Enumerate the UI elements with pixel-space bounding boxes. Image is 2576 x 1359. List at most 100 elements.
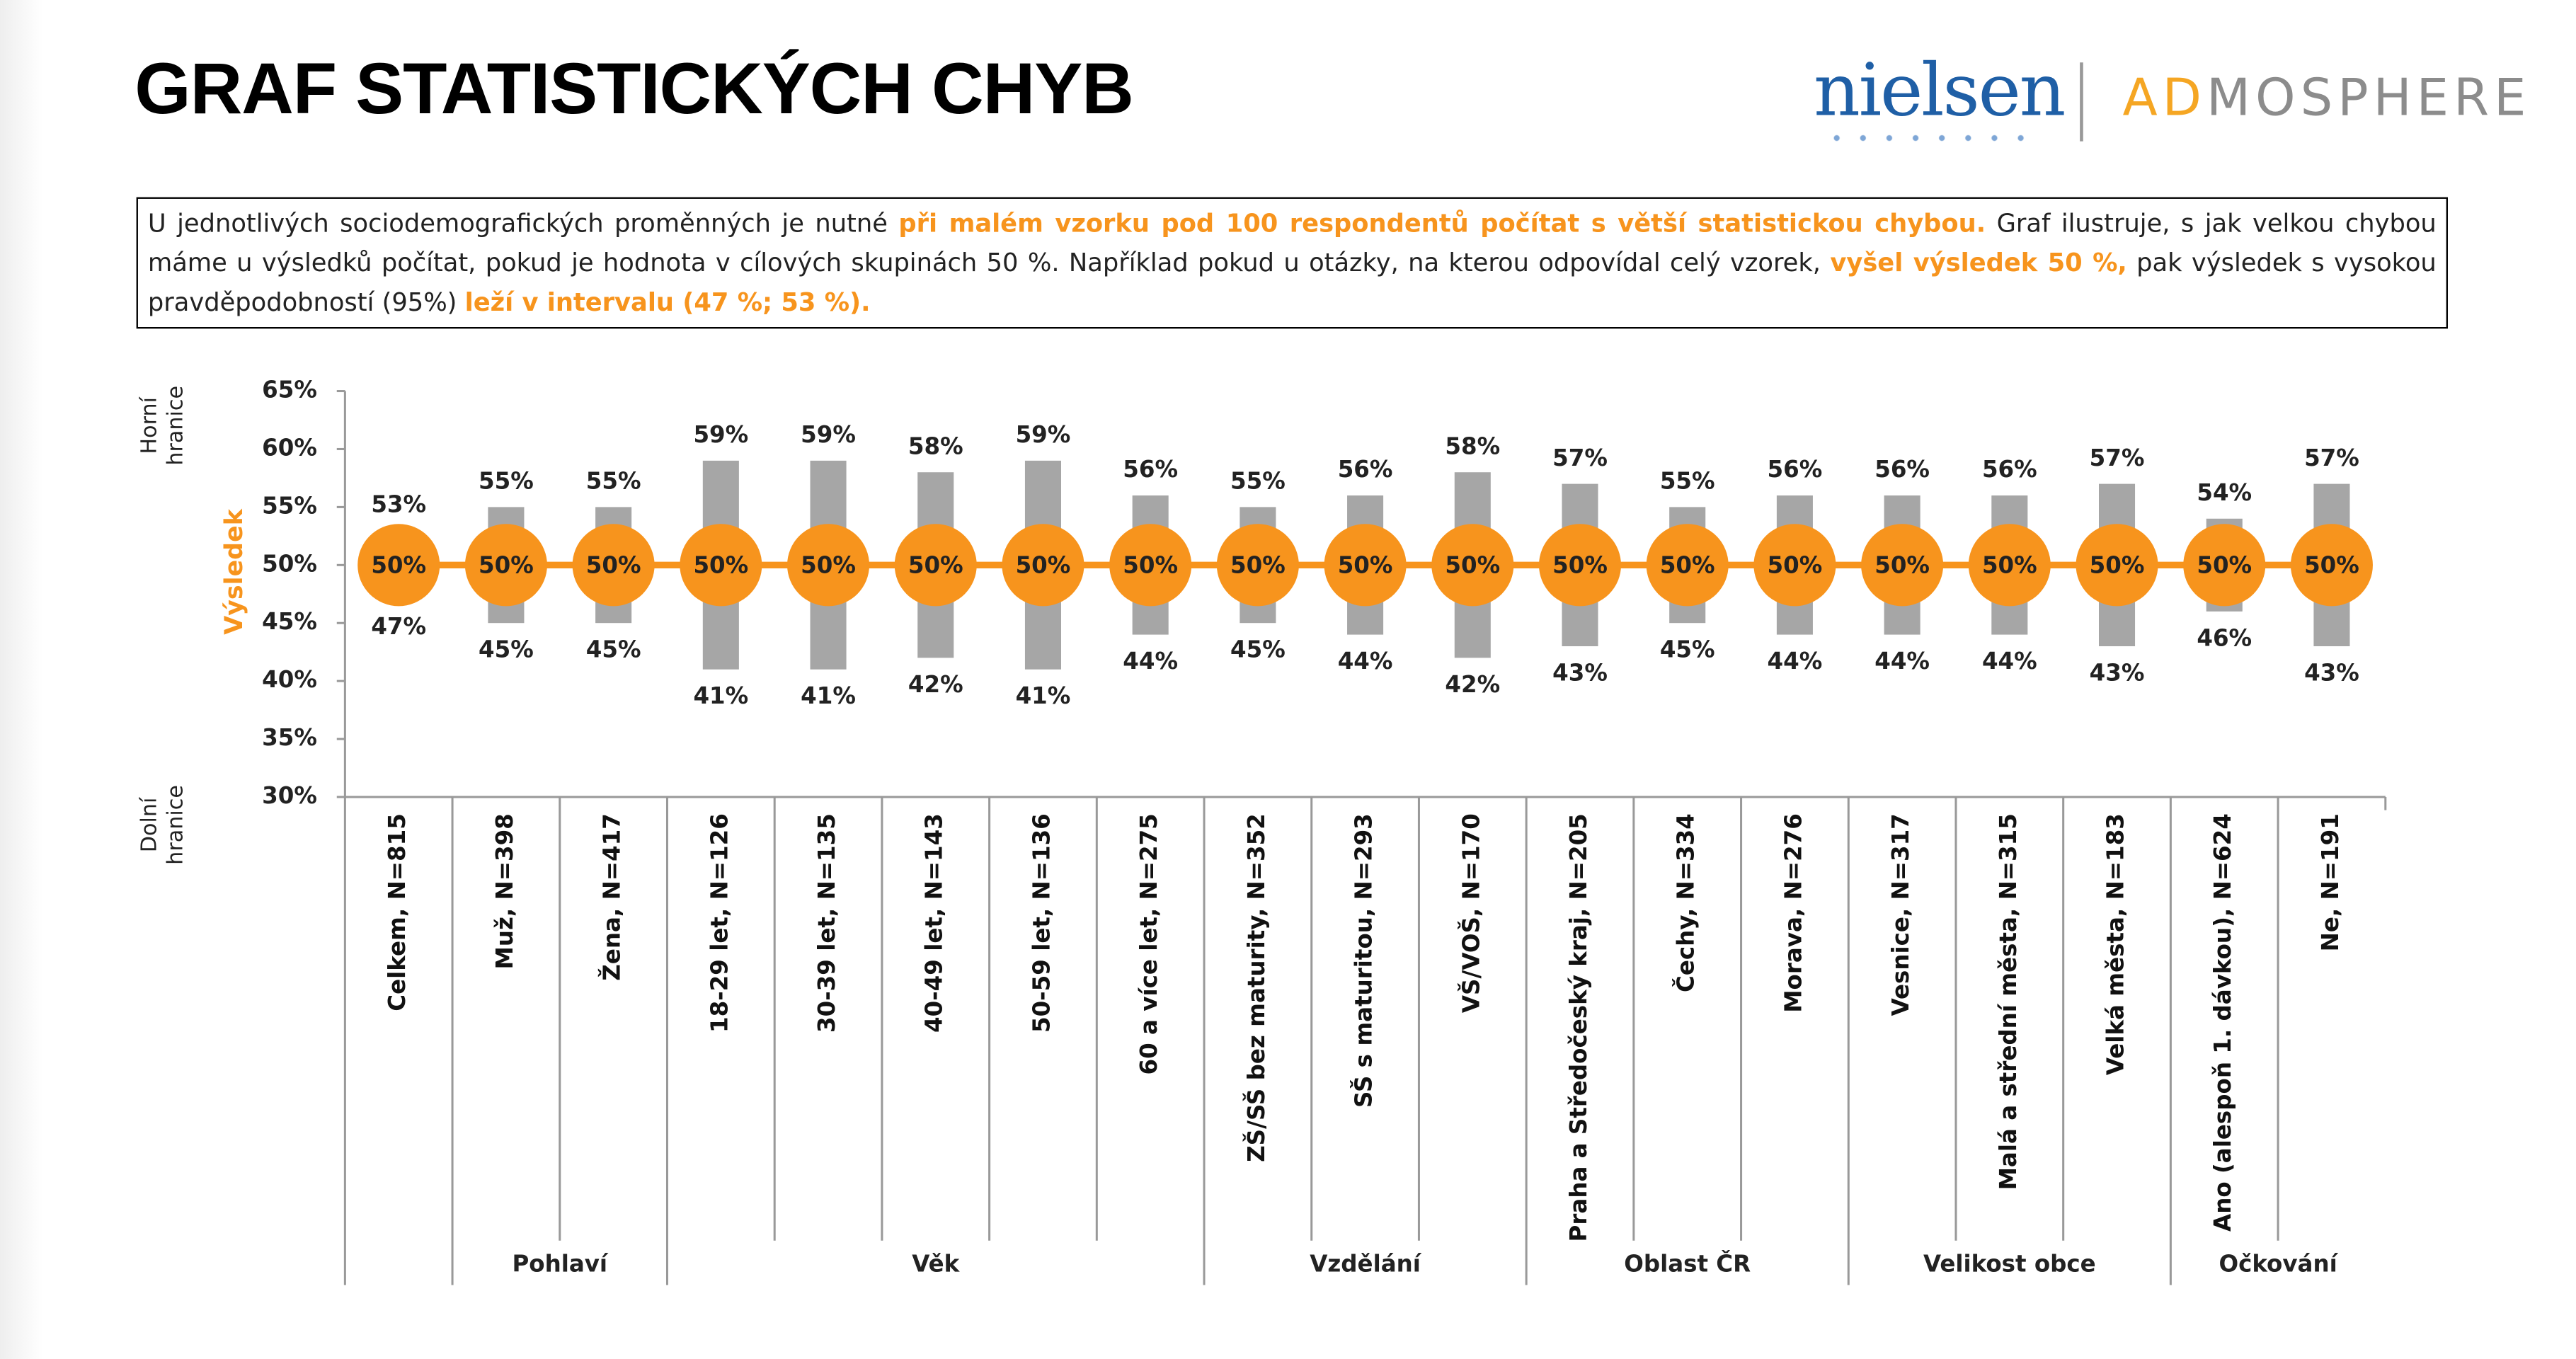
- x-tick-label: Žena, N=417: [599, 813, 626, 981]
- upper-label: 55%: [1230, 468, 1286, 495]
- upper-label: 57%: [2090, 445, 2145, 471]
- y-tick-label: 65%: [262, 377, 317, 403]
- lower-label: 42%: [1445, 671, 1500, 698]
- lower-label: 45%: [1660, 636, 1715, 663]
- logo-dots: [1824, 134, 2037, 142]
- lower-label: 46%: [2197, 624, 2252, 651]
- result-marker: [1646, 524, 1729, 607]
- upper-label: 59%: [801, 421, 856, 448]
- y-tick-label: 60%: [262, 434, 317, 461]
- lower-label: 44%: [1338, 648, 1393, 675]
- result-marker: [2290, 524, 2373, 607]
- result-marker: [1002, 524, 1084, 607]
- upper-label: 55%: [1660, 468, 1715, 495]
- note-highlight: leží v intervalu (47 %; 53 %).: [464, 287, 871, 318]
- result-label: 50%: [801, 552, 856, 579]
- logo-accent: AD: [2122, 69, 2207, 129]
- result-label: 50%: [693, 552, 748, 579]
- x-tick-label: 50-59 let, N=136: [1028, 813, 1055, 1033]
- lower-label: 43%: [2090, 659, 2145, 686]
- lower-label: 43%: [1552, 659, 1608, 686]
- x-tick-label: Ne, N=191: [2317, 813, 2344, 951]
- result-marker: [894, 524, 977, 607]
- y-tick-label: 55%: [262, 492, 317, 519]
- result-label: 50%: [1660, 552, 1715, 579]
- result-marker: [1861, 524, 1944, 607]
- result-marker: [680, 524, 762, 607]
- x-tick-label: Praha a Středočeský kraj, N=205: [1565, 813, 1592, 1242]
- lower-label: 45%: [1230, 636, 1286, 663]
- upper-label: 56%: [1982, 456, 2037, 483]
- result-label: 50%: [1982, 552, 2037, 579]
- upper-label: 56%: [1338, 456, 1393, 483]
- result-label: 50%: [1230, 552, 1286, 579]
- result-label: 50%: [2304, 552, 2359, 579]
- upper-label: 58%: [908, 432, 963, 459]
- note-highlight: vyšel výsledek 50 %,: [1830, 248, 2127, 278]
- x-tick-label: Morava, N=276: [1780, 813, 1807, 1013]
- logo-separator: [2080, 62, 2083, 142]
- group-label: Vzdělání: [1310, 1251, 1421, 1278]
- result-label: 50%: [586, 552, 641, 579]
- result-label: 50%: [908, 552, 963, 579]
- lower-label: 45%: [479, 636, 534, 663]
- group-label: Velikost obce: [1923, 1251, 2096, 1278]
- upper-label: 59%: [693, 421, 748, 448]
- x-tick-label: Malá a střední města, N=315: [1995, 813, 2022, 1190]
- upper-label: 57%: [2304, 445, 2359, 471]
- y-tick-label: 30%: [262, 782, 317, 809]
- result-label: 50%: [1874, 552, 1930, 579]
- result-marker: [2076, 524, 2158, 607]
- lower-label: 43%: [2304, 659, 2359, 686]
- logo-nielsen: nielsen: [1814, 49, 2066, 134]
- x-tick-label: SŠ s maturitou, N=293: [1350, 813, 1378, 1108]
- result-marker: [787, 524, 870, 607]
- lower-label: 44%: [1123, 648, 1178, 675]
- result-label: 50%: [1123, 552, 1178, 579]
- decor-strip: [0, 0, 43, 1359]
- result-label: 50%: [1016, 552, 1071, 579]
- x-tick-label: Velká města, N=183: [2102, 813, 2129, 1075]
- upper-label: 54%: [2197, 479, 2252, 506]
- note-text: pak výsledek s vysokou pravděpodobností …: [147, 248, 2437, 318]
- result-marker: [1753, 524, 1836, 607]
- result-marker: [572, 524, 655, 607]
- result-marker: [1216, 524, 1299, 607]
- lower-label: 44%: [1982, 648, 2037, 675]
- result-label: 50%: [2090, 552, 2145, 579]
- x-tick-label: 18-29 let, N=126: [706, 813, 733, 1033]
- y-tick-label: 50%: [262, 550, 317, 577]
- result-label: 50%: [1338, 552, 1393, 579]
- y-axis-title: Výsledek: [220, 508, 248, 634]
- lower-label: 47%: [371, 613, 426, 640]
- y-tick-label: 35%: [262, 724, 317, 751]
- lower-label: 44%: [1768, 648, 1823, 675]
- result-label: 50%: [371, 552, 426, 579]
- note-highlight: při malém vzorku pod 100 respondentů poč…: [898, 208, 1986, 239]
- result-marker: [1431, 524, 1514, 607]
- x-tick-label: Celkem, N=815: [384, 813, 411, 1011]
- upper-label: 55%: [479, 468, 534, 495]
- note-text: U jednotlivých sociodemografických promě…: [147, 208, 899, 239]
- upper-label: 58%: [1445, 432, 1500, 459]
- upper-label: 56%: [1123, 456, 1178, 483]
- result-label: 50%: [2197, 552, 2252, 579]
- x-tick-label: 40-49 let, N=143: [921, 813, 948, 1033]
- upper-label: 56%: [1874, 456, 1930, 483]
- x-tick-label: 30-39 let, N=135: [813, 813, 840, 1033]
- result-label: 50%: [1445, 552, 1500, 579]
- upper-label: 53%: [371, 491, 426, 517]
- note-text: Graf ilustruje, s jak velkou chybou máme…: [147, 208, 2437, 278]
- group-label: Očkování: [2219, 1251, 2338, 1278]
- result-label: 50%: [1552, 552, 1608, 579]
- logo-rest: MOSPHERE: [2206, 69, 2531, 129]
- result-marker: [1324, 524, 1407, 607]
- result-label: 50%: [479, 552, 534, 579]
- x-tick-label: VŠ/VOŠ, N=170: [1457, 813, 1484, 1013]
- result-marker: [1538, 524, 1622, 607]
- logo-admosphere: ADMOSPHERE: [2122, 69, 2531, 129]
- lower-label: 44%: [1874, 648, 1930, 675]
